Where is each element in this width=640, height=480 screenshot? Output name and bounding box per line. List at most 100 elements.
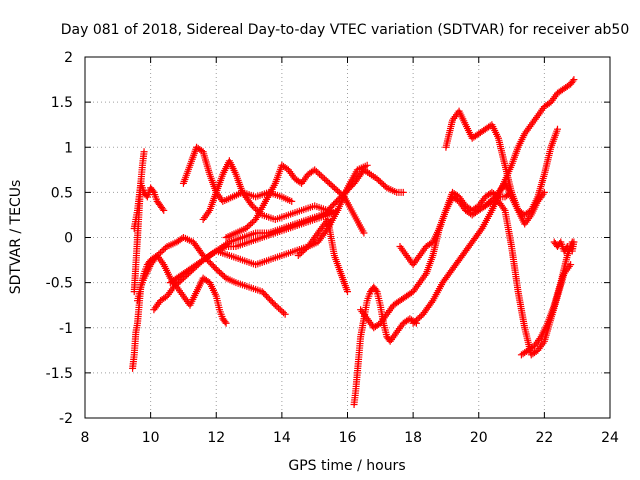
x-tick-label: 18	[404, 430, 422, 446]
data-point	[243, 223, 251, 231]
data-point	[276, 306, 284, 314]
data-point	[486, 197, 494, 205]
data-point	[378, 179, 386, 187]
data-point	[216, 268, 224, 276]
data-point	[211, 264, 219, 272]
data-point	[275, 304, 283, 312]
data-point	[250, 203, 258, 211]
data-point	[372, 286, 380, 294]
data-point	[570, 76, 578, 84]
data-point	[217, 270, 225, 278]
data-point	[380, 181, 388, 189]
y-tick-label: 1	[64, 140, 73, 156]
series-arc-02	[130, 148, 148, 296]
data-point	[280, 309, 288, 317]
data-point	[314, 169, 322, 177]
x-tick-labels: 8 10 12 14 16 18 20 22 24	[81, 430, 619, 446]
grid	[85, 57, 610, 418]
data-point	[481, 202, 489, 210]
data-point	[160, 246, 168, 254]
data-point	[334, 187, 342, 195]
data-point	[562, 244, 570, 252]
y-tick-label: 0.5	[51, 185, 73, 201]
y-tick-label: -1.5	[46, 366, 73, 382]
data-point	[248, 202, 256, 210]
data-point	[569, 77, 577, 85]
data-point	[160, 206, 168, 214]
y-tick-label: 1.5	[51, 95, 73, 111]
data-point	[325, 179, 333, 187]
data-point	[329, 182, 337, 190]
series-arc-19	[517, 238, 576, 359]
data-point	[409, 319, 417, 327]
data-point	[330, 184, 338, 192]
data-point	[381, 182, 389, 190]
data-point	[299, 247, 307, 255]
data-point	[294, 252, 302, 260]
x-tick-label: 16	[339, 430, 357, 446]
data-point	[416, 313, 424, 321]
series-arc-10	[212, 161, 371, 269]
axis-ticks	[84, 56, 611, 419]
data-point	[485, 199, 493, 207]
x-axis-title: GPS time / hours	[288, 458, 405, 474]
data-point	[159, 205, 167, 213]
data-point	[312, 167, 320, 175]
data-point	[319, 173, 327, 181]
x-tick-label: 8	[81, 430, 90, 446]
data-point	[296, 250, 304, 258]
data-point	[321, 175, 329, 183]
data-point	[152, 253, 160, 261]
data-point	[273, 303, 281, 311]
data-point	[332, 185, 340, 193]
data-point	[219, 271, 227, 279]
data-point	[554, 125, 561, 133]
data-point	[412, 316, 420, 324]
data-point	[317, 172, 325, 180]
data-point	[316, 170, 324, 178]
data-point	[322, 176, 330, 184]
data-point	[414, 315, 422, 323]
data-point	[156, 249, 164, 257]
x-tick-label: 20	[470, 430, 488, 446]
data-point	[483, 200, 491, 208]
data-point	[288, 197, 296, 205]
data-point	[171, 282, 179, 290]
y-tick-label: -0.5	[46, 276, 73, 292]
data-point	[247, 220, 255, 228]
y-tick-label: -2	[59, 411, 73, 427]
y-tick-labels: -2 -1.5 -1 -0.5 0 0.5 1 1.5 2	[46, 50, 73, 427]
data-point	[161, 244, 169, 252]
data-point	[214, 267, 222, 275]
data-point	[298, 249, 306, 257]
data-point	[271, 301, 279, 309]
data-point	[411, 318, 419, 326]
y-tick-label: 2	[64, 50, 73, 66]
data-point	[242, 224, 250, 232]
series-arc-12	[350, 283, 420, 408]
data-point	[220, 273, 228, 281]
chart-title: Day 081 of 2018, Sidereal Day-to-day VTE…	[61, 22, 630, 38]
x-tick-label: 14	[273, 430, 291, 446]
x-tick-label: 10	[142, 430, 160, 446]
data-point	[301, 246, 309, 254]
data-point	[363, 161, 371, 169]
data-point	[173, 280, 181, 288]
data-point	[324, 178, 332, 186]
data-point	[477, 226, 485, 234]
y-tick-label: -1	[59, 321, 73, 337]
data-point	[212, 265, 220, 273]
data-point	[296, 178, 304, 186]
data-point	[335, 188, 343, 196]
data-point	[158, 247, 166, 255]
series-arc-20	[550, 238, 578, 255]
x-tick-label: 24	[601, 430, 619, 446]
data-point	[270, 300, 278, 308]
data-point	[281, 310, 289, 318]
data-point	[500, 205, 508, 213]
data-point	[532, 347, 540, 355]
series-arc-08	[199, 157, 407, 223]
data-point	[170, 283, 178, 291]
data-point	[250, 217, 258, 225]
